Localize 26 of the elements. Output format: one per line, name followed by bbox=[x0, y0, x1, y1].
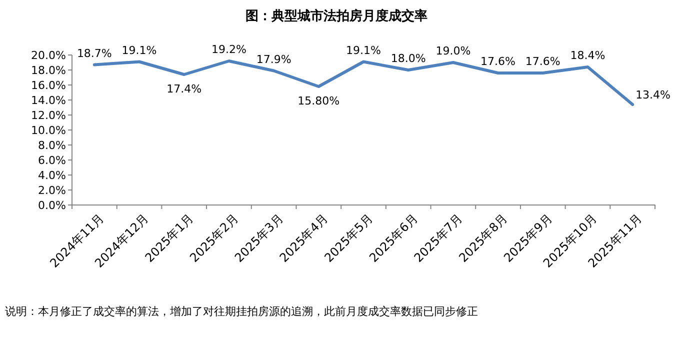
y-tick-label: 14.0% bbox=[31, 94, 66, 107]
data-label: 19.1% bbox=[346, 44, 381, 57]
data-label: 17.9% bbox=[256, 52, 292, 66]
chart-title: 图：典型城市法拍房月度成交率 bbox=[246, 8, 428, 24]
y-tick-label: 0.0% bbox=[38, 198, 66, 212]
data-label: 18.7% bbox=[76, 46, 112, 60]
y-tick-label: 20.0% bbox=[31, 48, 66, 62]
data-label: 17.6% bbox=[525, 55, 560, 68]
data-label: 15.80% bbox=[298, 94, 340, 108]
y-tick-label: 12.0% bbox=[31, 108, 66, 122]
y-tick-label: 2.0% bbox=[38, 184, 66, 197]
y-tick-label: 10.0% bbox=[31, 124, 66, 137]
y-tick-label: 4.0% bbox=[38, 168, 66, 182]
y-tick-label: 6.0% bbox=[38, 154, 66, 167]
y-tick-label: 16.0% bbox=[31, 78, 66, 92]
data-label: 13.4% bbox=[636, 88, 671, 102]
y-tick-label: 8.0% bbox=[38, 138, 66, 152]
data-label: 19.0% bbox=[436, 44, 471, 58]
data-label: 19.2% bbox=[211, 43, 246, 56]
data-label: 17.6% bbox=[480, 55, 516, 68]
data-label: 18.4% bbox=[570, 49, 606, 62]
data-label: 18.0% bbox=[390, 52, 426, 65]
data-label: 19.1% bbox=[122, 44, 157, 57]
data-label: 17.4% bbox=[166, 82, 202, 96]
y-tick-label: 18.0% bbox=[31, 64, 66, 77]
text: 说明：本月修正了成交率的算法，增加了对往期挂拍房源的追溯，此前月度成交率数据已同步修正 bbox=[5, 305, 478, 318]
